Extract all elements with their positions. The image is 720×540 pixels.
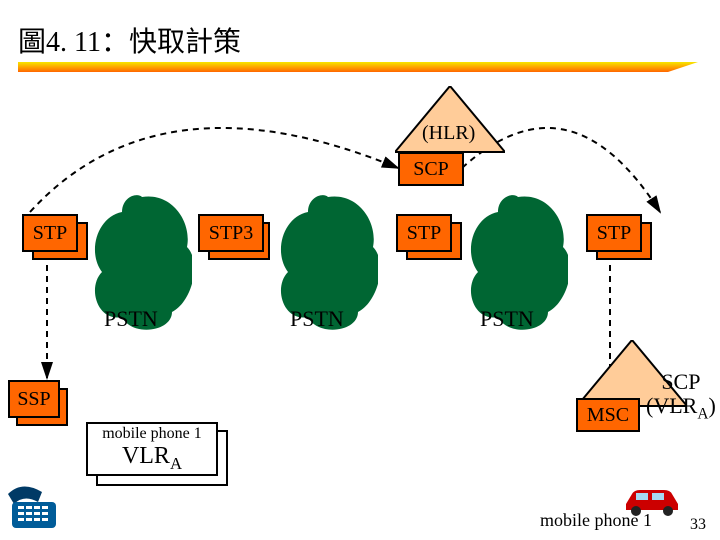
ssp-box: SSP <box>8 380 60 418</box>
cache-box: mobile phone 1 VLRA <box>86 422 218 476</box>
hlr-triangle <box>395 86 505 156</box>
stp-label-4: STP <box>597 222 631 245</box>
cache-line2: VLRA <box>122 443 182 473</box>
stp-box-2: STP3 <box>198 214 264 252</box>
stp-label-3: STP <box>407 222 441 245</box>
stp-box-3: STP <box>396 214 452 252</box>
msc-label: MSC <box>587 404 629 427</box>
stp-label-1: STP <box>33 222 67 245</box>
cache-line1: mobile phone 1 <box>102 425 202 443</box>
ssp-label: SSP <box>17 388 50 411</box>
pstn-label-1: PSTN <box>104 306 158 332</box>
title-underline <box>18 58 698 76</box>
hlr-label: (HLR) <box>422 122 475 145</box>
stp-box-4: STP <box>586 214 642 252</box>
page-number: 33 <box>690 516 706 534</box>
scp-box: SCP <box>398 152 464 186</box>
msc-box: MSC <box>576 398 640 432</box>
scp-box-label: SCP <box>413 158 449 181</box>
msc-side-label: SCP (VLRA) <box>646 370 716 424</box>
phone-icon <box>4 484 62 532</box>
pstn-label-3: PSTN <box>480 306 534 332</box>
slide-title: 圖4. 11：快取計策 <box>18 20 241 60</box>
stp-box-1: STP <box>22 214 78 252</box>
stp-label-2: STP3 <box>209 222 253 245</box>
bottom-mobile-label: mobile phone 1 <box>540 510 652 531</box>
pstn-label-2: PSTN <box>290 306 344 332</box>
